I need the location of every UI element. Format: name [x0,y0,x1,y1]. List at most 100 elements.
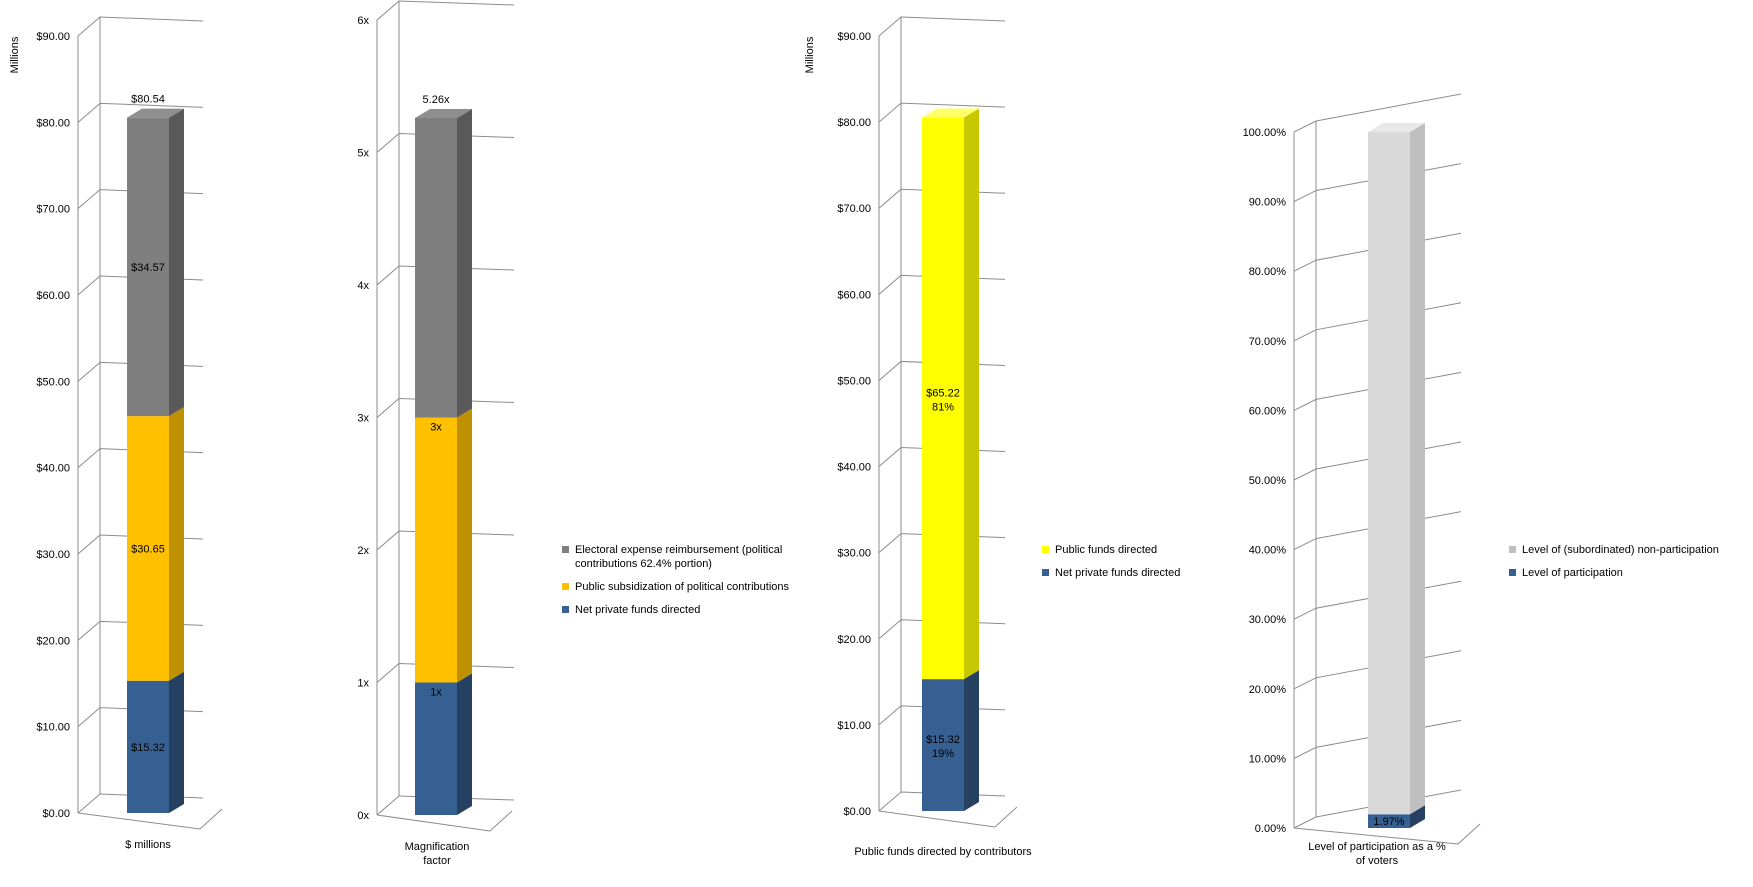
y-tick-label: $80.00 [36,117,70,129]
bar-segment-front [415,682,457,815]
bar-segment-front [415,417,457,683]
floor-line [878,806,1018,828]
legend-item-non-participation: Level of (subordinated) non-participatio… [1509,543,1749,557]
floor-line [1293,823,1481,845]
bar-segment-side [964,108,979,680]
x-category-label: Magnification [405,841,470,853]
bar-segment-side [1410,805,1425,828]
y-tick-label: $50.00 [36,376,70,388]
y-tick-label: 1x [357,678,369,690]
gridline [878,16,1006,37]
bar-segment-top [415,109,472,119]
bar-segment-front [922,679,964,811]
y-tick-label: $30.00 [837,548,871,560]
bar-segment-side [169,407,184,681]
bar-segment-top [922,108,979,118]
y-tick-label: 0.00% [1255,823,1286,835]
y-tick-label: 3x [357,413,369,425]
y-tick-label: $90.00 [36,31,70,43]
legend-label: Level of participation [1522,567,1623,579]
legend-chart-4: Level of (subordinated) non-participatio… [1509,543,1749,589]
y-tick-label: 70.00% [1249,336,1287,348]
chart-3: $0.00 $10.00 $20.00 $30.00 $40.00 $50.00 $60.0… [804,16,1032,858]
y-tick-label: $20.00 [36,635,70,647]
y-axis-label: Millions [9,36,21,73]
y-tick-label: $10.00 [837,720,871,732]
bar-segment-front [127,117,169,417]
y-tick-label: 2x [357,545,369,557]
floor-line [376,810,513,832]
x-category-label: Public funds directed by contributors [854,846,1032,858]
legend-swatch-orange [562,583,569,590]
data-label: $30.65 [131,543,165,555]
y-tick-label: 6x [357,15,369,27]
legend-item-electoral: Electoral expense reimbursement (politic… [562,543,802,571]
y-tick-label: $70.00 [36,204,70,216]
y-tick-label: 4x [357,280,369,292]
y-tick-label: $80.00 [837,117,871,129]
bar-segment-front [1368,132,1410,815]
legend-chart-3: Public funds directed Net private funds … [1042,543,1242,589]
data-label: $15.32 [926,734,960,746]
x-category-label: Level of participation as a % [1308,841,1446,853]
floor-line [77,808,223,830]
bar-segment-front [1368,814,1410,828]
y-tick-label: 60.00% [1249,405,1287,417]
bar-segment-top [1368,123,1425,132]
y-tick-label: $90.00 [837,31,871,43]
legend-chart-2: Electoral expense reimbursement (politic… [562,543,802,626]
chart-2: 0x 1x 2x 3x 4x 5x 6x 1x 3x 5.26x Magnification fact… [357,0,515,867]
legend-item-subsidization: Public subsidization of political contri… [562,580,802,594]
y-tick-label: $40.00 [36,463,70,475]
y-tick-label: $60.00 [837,289,871,301]
y-tick-label: 40.00% [1249,545,1287,557]
y-tick-label: 5x [357,148,369,160]
y-tick-label: $10.00 [36,722,70,734]
y-tick-label: 90.00% [1249,197,1287,209]
bar-segment-side [457,408,472,683]
y-tick-label: 100.00% [1243,127,1287,139]
data-label: $34.57 [131,262,165,274]
y-tick-label: $0.00 [843,806,871,818]
legend-label: Public funds directed [1055,544,1158,556]
bar-segment-side [457,673,472,815]
legend-label: Electoral expense reimbursement (politic… [575,544,783,570]
legend-label: Net private funds directed [575,604,701,616]
y-tick-label: 80.00% [1249,266,1287,278]
bar-segment-front [127,680,169,813]
gridline [77,16,204,37]
legend-swatch-gray [562,546,569,553]
total-label: $80.54 [131,94,165,106]
legend-item-public-funds: Public funds directed [1042,543,1242,557]
data-label: $65.22 [926,387,960,399]
bar-segment-front [127,416,169,681]
bar-segment-side [169,671,184,813]
y-tick-label: $50.00 [837,375,871,387]
y-tick-label: 30.00% [1249,614,1287,626]
y-axis-label: Millions [804,36,816,73]
y-tick-label: 0x [357,810,369,822]
y-tick-label: $30.00 [36,549,70,561]
legend-swatch-blue [1042,569,1049,576]
y-tick-label: $60.00 [36,290,70,302]
data-label: $15.32 [131,742,165,754]
data-label: 1x [430,687,442,699]
chart-1: $0.00 $10.00 $20.00 $30.00 $40.00 $50.00 $60.0… [9,16,223,851]
bar-segment-side [457,109,472,418]
gridline [376,0,515,21]
legend-swatch-blue [562,606,569,613]
bar-segment-side [964,670,979,811]
data-label: 3x [430,422,442,434]
y-tick-label: $20.00 [837,634,871,646]
legend-label: Level of (subordinated) non-participatio… [1522,544,1719,556]
x-category-label: $ millions [125,839,171,851]
data-label: 1.97% [1373,816,1404,828]
y-tick-label: 50.00% [1249,475,1287,487]
bar-segment-top [127,108,184,118]
total-label: 5.26x [423,94,450,106]
legend-item-participation: Level of participation [1509,566,1749,580]
y-tick-label: $70.00 [837,203,871,215]
bar-segment-front [415,118,457,418]
legend-item-net-private: Net private funds directed [1042,566,1242,580]
